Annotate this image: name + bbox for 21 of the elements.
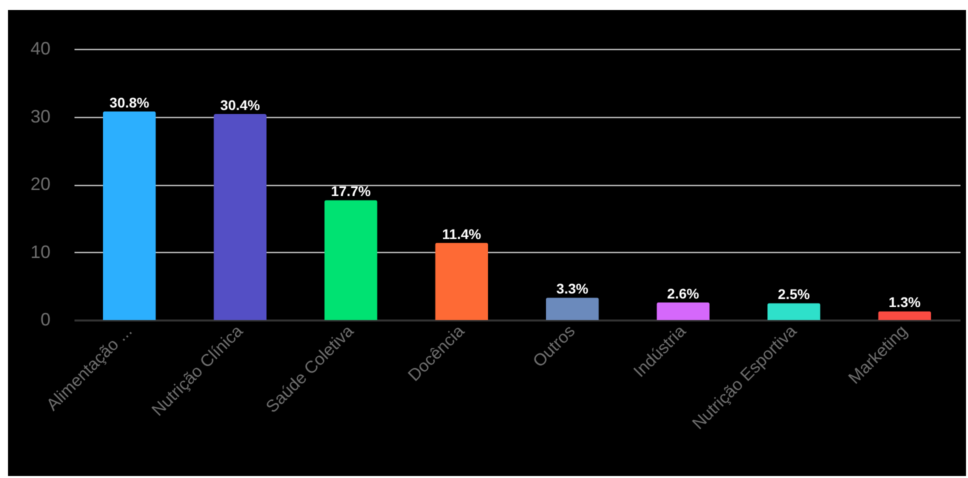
bar xyxy=(214,114,267,320)
data-label: 3.3% xyxy=(556,280,589,297)
data-label: 17.7% xyxy=(331,183,372,200)
bar xyxy=(102,111,156,320)
bar xyxy=(324,200,378,320)
data-label: 11.4% xyxy=(442,226,482,242)
data-label: 2.5% xyxy=(778,286,810,302)
bar xyxy=(878,311,932,320)
y-tick-label: 10 xyxy=(30,242,50,262)
bar xyxy=(435,242,488,320)
y-tick-label: 20 xyxy=(30,174,50,194)
bar xyxy=(767,303,820,320)
bar xyxy=(656,302,710,320)
y-tick-label: 30 xyxy=(30,106,50,126)
y-tick-label: 0 xyxy=(40,310,50,330)
bar xyxy=(546,298,599,320)
data-label: 30.4% xyxy=(220,97,261,114)
data-label: 1.3% xyxy=(888,294,922,310)
data-label: 2.6% xyxy=(667,285,700,302)
y-tick-label: 40 xyxy=(30,38,50,58)
data-label: 30.8% xyxy=(110,94,150,110)
